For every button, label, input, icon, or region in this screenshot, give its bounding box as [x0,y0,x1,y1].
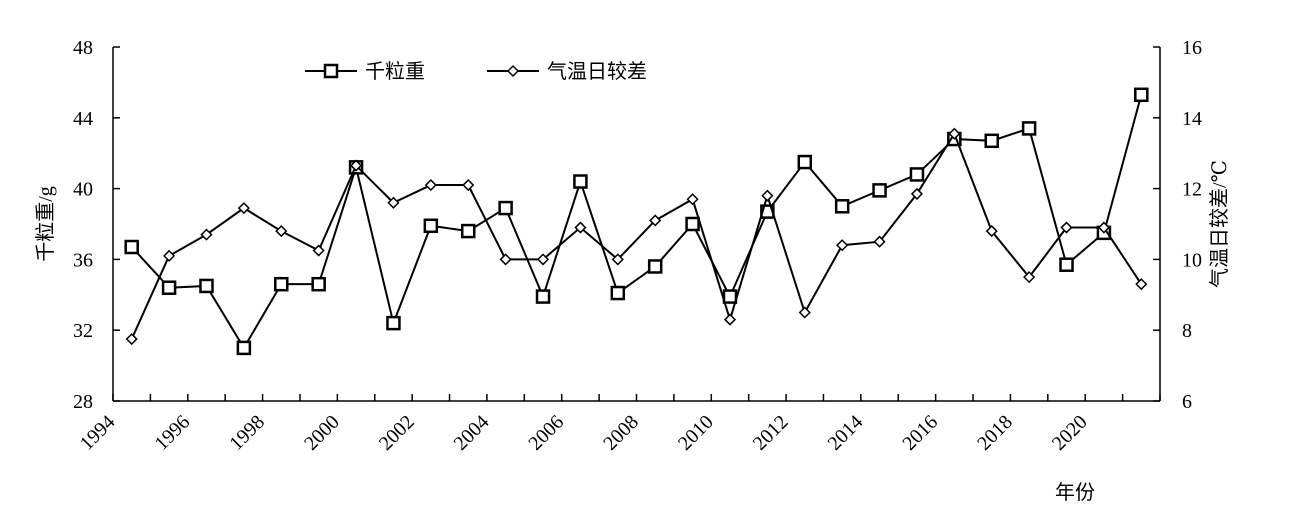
series-2-point [723,313,737,326]
right-tick-label: 6 [1182,391,1192,413]
left-tick-label: 40 [73,179,93,201]
right-tick-label: 14 [1182,108,1202,130]
series-1-point [535,289,551,304]
series-1-point [1059,257,1074,272]
series-2-point [1060,221,1073,234]
x-tick-label: 2008 [599,411,643,455]
series-1-point [423,218,439,234]
x-tick-label: 2018 [973,411,1017,455]
series-1-point [909,167,925,182]
series-1 [124,87,1149,356]
x-ticks: 1994 1996 1998 2000 2002 2004 2006 2008 2010 2012… [76,394,1161,455]
right-y-ticks: 6 8 10 12 14 16 [1153,37,1202,413]
series-1-point [984,133,999,149]
series-1-point [610,285,626,301]
x-tick-label: 1996 [150,411,194,455]
series-1-point [573,174,588,189]
series-2-point [312,244,325,257]
series-2-point [574,221,587,234]
series-2-point [873,235,886,248]
series-1-point [685,216,700,232]
series-2-point [910,187,924,200]
series-1-point [647,259,663,274]
right-y-axis-title: 气温日较差/℃ [1208,160,1231,288]
series-2-point [536,253,550,266]
left-tick-label: 32 [73,320,93,342]
x-tick-label: 2014 [824,411,868,455]
series-1-point [386,315,401,331]
legend-label-1: 千粒重 [365,60,425,83]
series-layer [124,87,1149,356]
left-tick-label: 48 [73,37,93,59]
x-tick-label: 2020 [1048,411,1092,455]
series-1-point [236,340,252,356]
series-2-point [237,202,250,215]
series-1-point [124,239,139,255]
series-2-point [163,249,176,262]
left-y-axis-title: 千粒重/g [34,186,57,262]
series-1-point [274,276,289,292]
series-2-point [798,306,811,319]
series-2-point [200,228,213,241]
legend-marker-2 [506,64,520,78]
series-2-point [424,178,437,192]
series-2-point [1097,221,1110,234]
series-2-point [462,178,475,192]
series-1-point [460,223,476,239]
series-1-point [834,199,850,214]
series-2-line [130,131,1143,340]
left-tick-label: 36 [73,249,93,271]
series-1-point [797,154,813,170]
right-tick-label: 16 [1182,37,1202,59]
legend-label-2: 气温日较差 [547,60,647,83]
series-1-point [1021,121,1037,136]
x-tick-label: 2000 [300,411,344,455]
series-1-point [311,276,326,292]
series-2-point [349,159,363,172]
series-2 [125,127,1148,346]
series-2-point [499,253,512,266]
series-2-point [836,239,849,252]
series-1-point [722,289,738,304]
legend: 千粒重 气温日较差 [305,60,647,83]
series-2-point [1135,278,1148,291]
left-tick-label: 28 [73,391,93,413]
series-1-point [1134,87,1149,103]
series-2-point [649,214,662,227]
series-2-point [985,225,998,238]
series-2-point [1023,271,1036,284]
right-tick-label: 12 [1182,179,1202,201]
series-2-point [948,127,961,140]
x-tick-label: 2004 [450,411,494,455]
right-tick-label: 10 [1182,249,1202,271]
series-1-point [199,278,214,294]
x-tick-label: 2016 [898,411,942,455]
series-2-point [761,189,774,202]
x-axis-title: 年份 [1055,481,1095,504]
x-tick-label: 1994 [76,411,120,455]
legend-marker-1 [323,63,339,79]
series-2-point [125,332,138,346]
series-1-point [498,200,513,216]
x-tick-label: 2006 [524,411,568,455]
series-1-line [130,94,1143,350]
series-2-point [387,196,400,209]
series-1-point [872,183,887,198]
series-2-point [611,253,624,266]
x-tick-label: 2010 [674,411,718,455]
left-y-ticks: 28 32 36 40 44 48 [73,37,120,413]
series-2-point [275,225,288,238]
x-tick-label: 1998 [225,411,269,455]
right-tick-label: 8 [1182,320,1192,342]
x-tick-label: 2012 [749,411,793,455]
series-1-point [161,280,177,295]
x-tick-label: 2002 [375,411,419,455]
series-2-point [686,193,699,206]
left-tick-label: 44 [73,108,93,130]
